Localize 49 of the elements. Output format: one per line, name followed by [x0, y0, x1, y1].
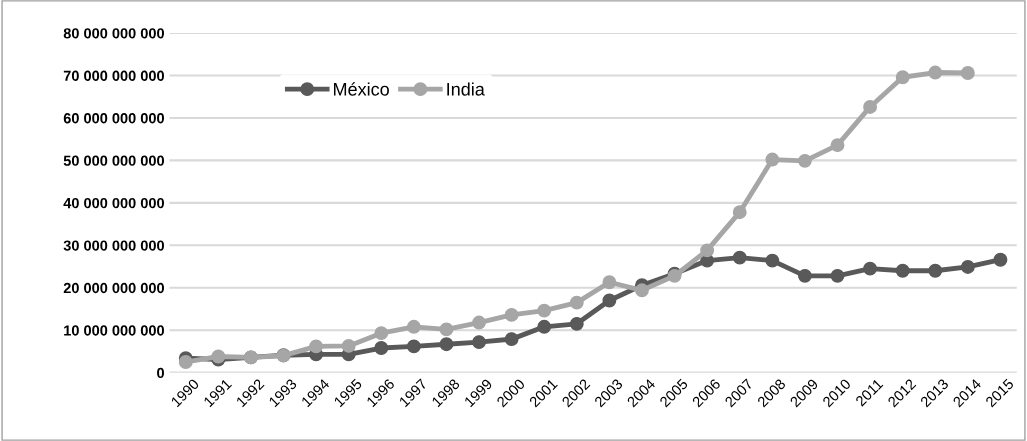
y-tick-label: 20 000 000 000: [63, 282, 165, 294]
point: [928, 65, 943, 80]
y-tick-label: 30 000 000 000: [63, 240, 165, 251]
point: [537, 303, 552, 318]
point: [732, 205, 747, 220]
point: [472, 335, 486, 350]
point: [635, 283, 649, 298]
point: [797, 268, 812, 283]
point: [895, 70, 910, 85]
y-tick-label: 60 000 000 000: [63, 113, 165, 124]
point: [439, 337, 454, 352]
point: [700, 243, 715, 258]
point: [830, 268, 845, 283]
point: [504, 332, 519, 347]
point: [374, 326, 389, 341]
point: [765, 152, 780, 167]
point: [960, 66, 975, 80]
point: [863, 261, 878, 276]
point: [732, 250, 747, 265]
point: [797, 153, 812, 168]
legend-label: México: [334, 82, 389, 96]
point: [406, 319, 421, 334]
point: [374, 341, 389, 355]
point: [993, 252, 1008, 267]
point: [472, 315, 486, 330]
point: [895, 263, 910, 278]
point: [178, 355, 193, 369]
point: [537, 319, 552, 334]
point: [309, 339, 324, 354]
y-tick-label: 70 000 000 000: [63, 70, 165, 81]
point: [602, 275, 617, 290]
point: [569, 316, 584, 331]
point: [928, 263, 943, 278]
y-tick-label: 0: [157, 367, 164, 379]
point: [960, 260, 975, 274]
point: [569, 295, 584, 310]
point: [406, 339, 421, 354]
y-tick-label: 50 000 000 000: [63, 155, 165, 166]
point: [830, 138, 845, 153]
point: [765, 253, 780, 268]
y-tick-label: 10 000 000 000: [64, 325, 165, 336]
y-tick-label: 40 000 000 000: [63, 197, 165, 209]
point: [863, 99, 878, 114]
y-tick-label: 80 000 000 000: [63, 28, 165, 39]
point: [602, 293, 617, 308]
legend-label: India: [447, 82, 485, 96]
point: [341, 338, 356, 353]
point: [439, 322, 454, 337]
point: [504, 307, 519, 322]
